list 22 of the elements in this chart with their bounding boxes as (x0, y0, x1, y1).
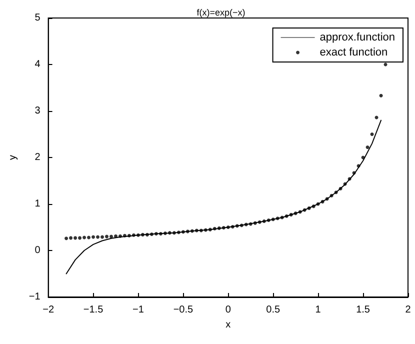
x-tick-label: 0 (225, 304, 232, 316)
y-tick-label: 5 (34, 12, 41, 24)
y-tick-label: 3 (34, 106, 41, 116)
y-tick-label: 1 (34, 198, 41, 210)
y-axis-title: y (8, 155, 18, 160)
x-tick-label: 2 (405, 304, 412, 316)
x-tick-label: −2 (42, 304, 54, 316)
y-tick-label: −1 (28, 292, 41, 302)
x-tick-label: −1.5 (83, 304, 104, 316)
legend-label: exact function (320, 46, 388, 58)
x-tick-label: −1 (132, 304, 144, 316)
legend-label: approx.function (320, 32, 395, 44)
x-tick-label: 1.5 (356, 304, 370, 316)
x-tick-label: −0.5 (173, 304, 194, 316)
chart-title: f(x)=exp(−x) (196, 8, 246, 18)
line-series (66, 120, 382, 274)
x-tick-label: 0.5 (266, 304, 280, 316)
x-tick-label: 1 (315, 304, 322, 316)
y-tick-label: 4 (34, 59, 41, 70)
y-tick-label: 0 (34, 245, 41, 256)
x-axis-title: x (226, 319, 231, 330)
y-tick-label: 2 (34, 152, 41, 163)
